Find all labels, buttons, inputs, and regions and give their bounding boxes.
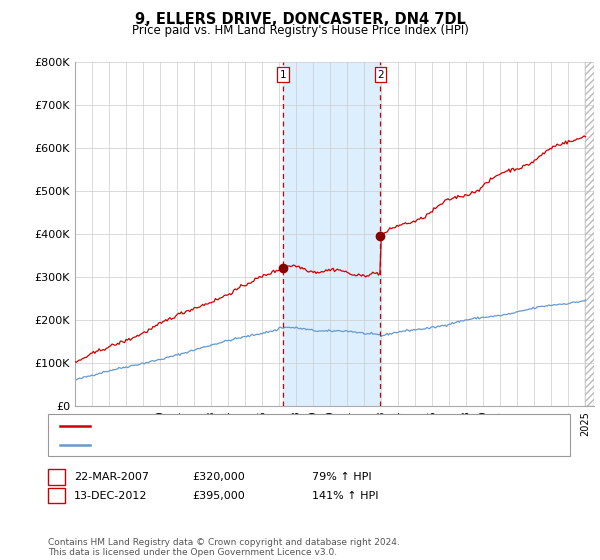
Text: 22-MAR-2007: 22-MAR-2007	[74, 472, 149, 482]
Bar	[283, 62, 380, 406]
Text: 2: 2	[53, 491, 60, 501]
Text: 9, ELLERS DRIVE, DONCASTER, DN4 7DL (detached house): 9, ELLERS DRIVE, DONCASTER, DN4 7DL (det…	[96, 421, 401, 431]
Text: 1: 1	[280, 69, 286, 80]
Text: HPI: Average price, detached house, Doncaster: HPI: Average price, detached house, Donc…	[96, 440, 343, 450]
Text: Price paid vs. HM Land Registry's House Price Index (HPI): Price paid vs. HM Land Registry's House …	[131, 24, 469, 36]
Text: Contains HM Land Registry data © Crown copyright and database right 2024.
This d: Contains HM Land Registry data © Crown c…	[48, 538, 400, 557]
Text: £320,000: £320,000	[192, 472, 245, 482]
Text: 13-DEC-2012: 13-DEC-2012	[74, 491, 148, 501]
Text: £395,000: £395,000	[192, 491, 245, 501]
Text: 9, ELLERS DRIVE, DONCASTER, DN4 7DL: 9, ELLERS DRIVE, DONCASTER, DN4 7DL	[134, 12, 466, 27]
Text: 2: 2	[377, 69, 384, 80]
Text: 141% ↑ HPI: 141% ↑ HPI	[312, 491, 379, 501]
Text: 79% ↑ HPI: 79% ↑ HPI	[312, 472, 371, 482]
Text: 1: 1	[53, 472, 60, 482]
